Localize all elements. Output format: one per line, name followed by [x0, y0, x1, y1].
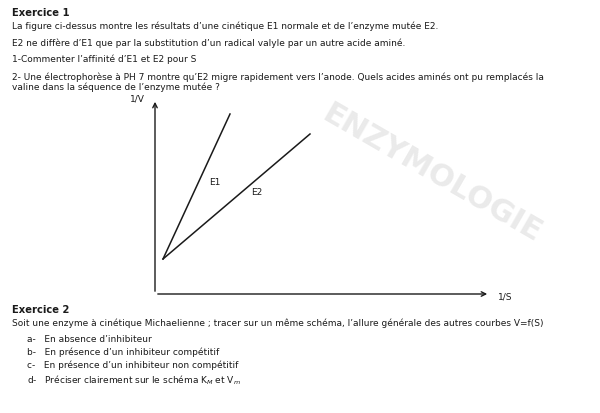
- Text: ENZYMOLOGIE: ENZYMOLOGIE: [317, 99, 547, 248]
- Text: valine dans la séquence de l’enzyme mutée ?: valine dans la séquence de l’enzyme muté…: [12, 83, 220, 92]
- Text: a-   En absence d’inhibiteur: a- En absence d’inhibiteur: [27, 334, 152, 343]
- Text: Exercice 1: Exercice 1: [12, 8, 70, 18]
- Text: 2- Une électrophorèse à PH 7 montre qu’E2 migre rapidement vers l’anode. Quels a: 2- Une électrophorèse à PH 7 montre qu’E…: [12, 72, 544, 81]
- Text: c-   En présence d’un inhibiteur non compétitif: c- En présence d’un inhibiteur non compé…: [27, 360, 238, 370]
- Text: E2: E2: [251, 188, 263, 197]
- Text: 1/S: 1/S: [498, 292, 512, 301]
- Text: 1/V: 1/V: [130, 95, 145, 104]
- Text: Soit une enzyme à cinétique Michaelienne ; tracer sur un même schéma, l’allure g: Soit une enzyme à cinétique Michaelienne…: [12, 317, 544, 327]
- Text: b-   En présence d’un inhibiteur compétitif: b- En présence d’un inhibiteur compétiti…: [27, 347, 219, 357]
- Text: 1-Commenter l’affinité d’E1 et E2 pour S: 1-Commenter l’affinité d’E1 et E2 pour S: [12, 55, 196, 64]
- Text: E1: E1: [209, 178, 221, 187]
- Text: E2 ne diffère d’E1 que par la substitution d’un radical valyle par un autre acid: E2 ne diffère d’E1 que par la substituti…: [12, 38, 406, 47]
- Text: d-   Préciser clairement sur le schéma K$_M$ et V$_m$: d- Préciser clairement sur le schéma K$_…: [27, 373, 241, 387]
- Text: Exercice 2: Exercice 2: [12, 304, 70, 314]
- Text: La figure ci-dessus montre les résultats d’une cinétique E1 normale et de l’enzy: La figure ci-dessus montre les résultats…: [12, 21, 439, 31]
